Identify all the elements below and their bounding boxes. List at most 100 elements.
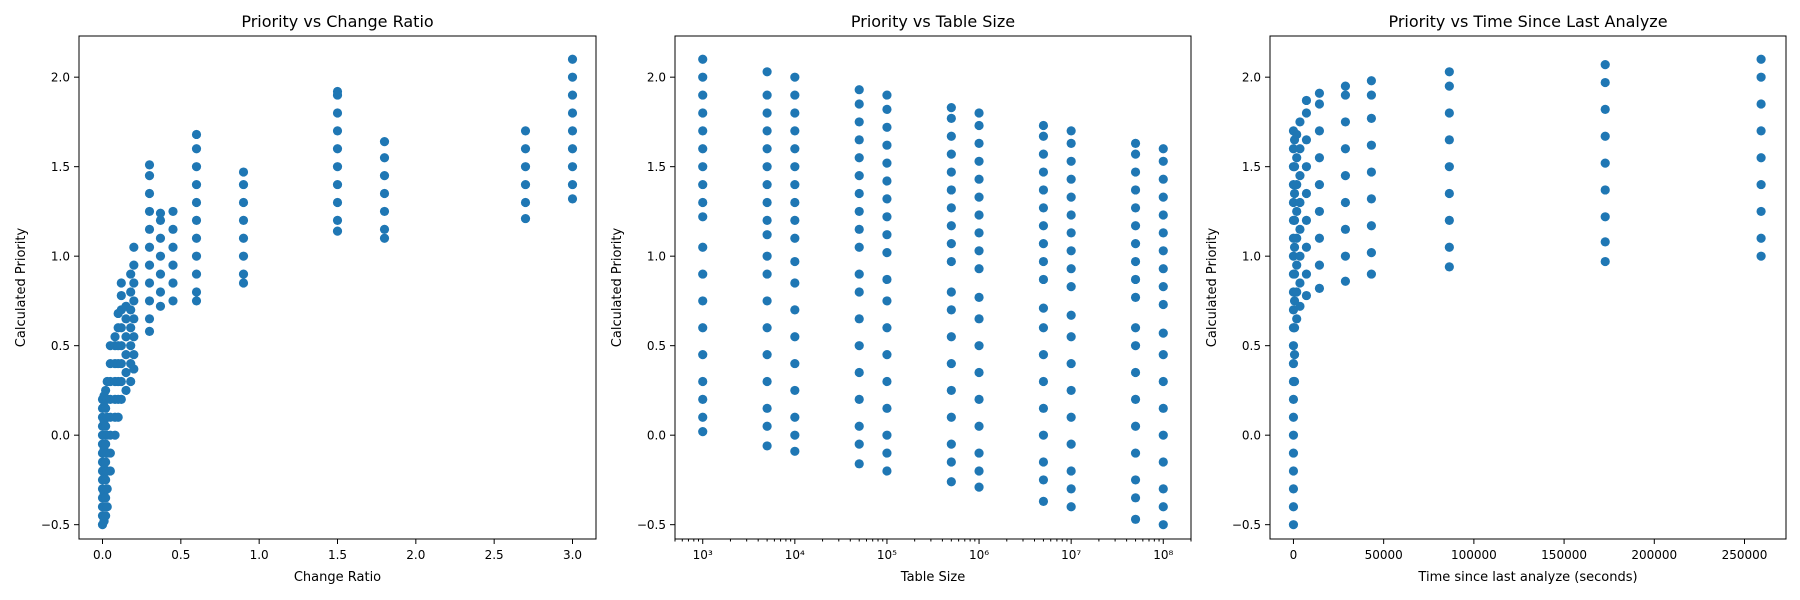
x-tick-label: 0.0 [93,548,112,562]
data-point [974,367,984,378]
data-point [1038,350,1049,360]
data-point [1130,185,1141,195]
data-point [155,287,166,297]
data-point [1066,466,1076,476]
data-point [1314,126,1325,136]
data-point [1295,251,1305,261]
data-point [698,108,708,118]
data-point [1292,314,1302,324]
data-point [698,350,708,360]
data-point [102,502,112,512]
x-tick-label: 0.5 [171,548,190,562]
data-point [1130,203,1141,213]
y-tick-label: 0.5 [1242,339,1261,353]
data-point [1366,90,1376,100]
data-point [762,144,772,154]
data-point [790,144,800,154]
data-point [1314,233,1325,243]
data-point [238,269,249,279]
data-point [567,144,578,154]
data-point [144,296,155,306]
data-point [129,260,139,270]
data-point [1038,430,1049,440]
data-point [1366,113,1376,123]
data-point [762,269,772,279]
chart-panel-2: 10³ 10⁴ 10⁵ 10⁶ 10⁷ 10⁸ −0.5 0.0 0.5 1.0 1.5 2.0 Pri… [610,12,1192,585]
y-tick-label: 1.0 [647,250,666,264]
data-point [155,251,166,261]
data-point [1366,140,1376,150]
data-point [520,144,531,154]
data-point [144,206,155,217]
data-point [946,221,956,231]
data-point [946,457,956,467]
data-point [1066,385,1076,396]
data-point [1038,203,1049,213]
data-point [379,233,390,243]
data-point [1301,242,1312,252]
data-point [1158,502,1168,512]
data-point [520,126,531,136]
data-point [790,256,800,267]
data-point [1340,81,1351,91]
data-point [520,179,531,190]
data-point [1038,457,1049,467]
data-point [144,160,155,170]
data-point [946,287,956,297]
data-point [882,323,892,333]
data-point [1600,237,1610,247]
data-point [101,493,111,503]
data-point [191,162,202,172]
data-point [974,192,984,202]
data-point [762,403,772,413]
data-point [1340,117,1351,127]
data-point [1600,158,1610,168]
y-tick-label: 1.0 [1242,250,1261,264]
data-point [1314,179,1325,190]
data-point [116,341,126,351]
data-point [946,185,956,195]
data-point [1130,138,1141,148]
data-point [698,54,708,64]
data-point [1444,215,1454,225]
data-point [1158,246,1168,256]
data-point [1366,167,1376,177]
data-point [790,358,800,369]
data-point [1295,301,1305,311]
data-point [129,314,139,324]
data-point [126,323,136,333]
data-point [1038,256,1049,267]
data-point [1066,502,1076,512]
data-point [762,179,772,190]
data-point [1314,260,1325,270]
data-point [1288,394,1299,404]
data-point [110,332,120,342]
data-point [1288,412,1299,422]
data-point [1130,394,1141,404]
data-point [974,246,984,256]
data-point [1600,104,1610,114]
data-point [854,341,864,351]
data-point [191,269,202,279]
data-point [1066,282,1076,292]
data-point [882,104,892,114]
data-point [882,176,892,186]
data-point [567,162,578,172]
x-tick-label: 100000 [1451,548,1497,562]
data-point [854,135,864,145]
data-point [1038,131,1049,141]
data-point [1301,215,1312,225]
x-tick-label: 150000 [1541,548,1587,562]
data-point [168,206,178,217]
y-tick-label: 2.0 [647,71,666,85]
data-point [1340,197,1351,208]
data-point [1066,310,1076,320]
data-point [155,208,166,218]
data-point [698,427,708,437]
data-point [1292,206,1302,217]
y-tick-label: 0.0 [1242,429,1261,443]
data-point [101,439,111,449]
data-point [567,90,578,100]
data-point [1366,269,1376,279]
data-point [1158,328,1168,338]
